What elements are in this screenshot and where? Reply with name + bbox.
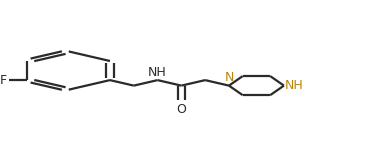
Text: NH: NH	[285, 79, 304, 92]
Text: N: N	[224, 71, 234, 84]
Text: O: O	[177, 103, 186, 116]
Text: F: F	[0, 74, 7, 87]
Text: NH: NH	[148, 66, 167, 79]
